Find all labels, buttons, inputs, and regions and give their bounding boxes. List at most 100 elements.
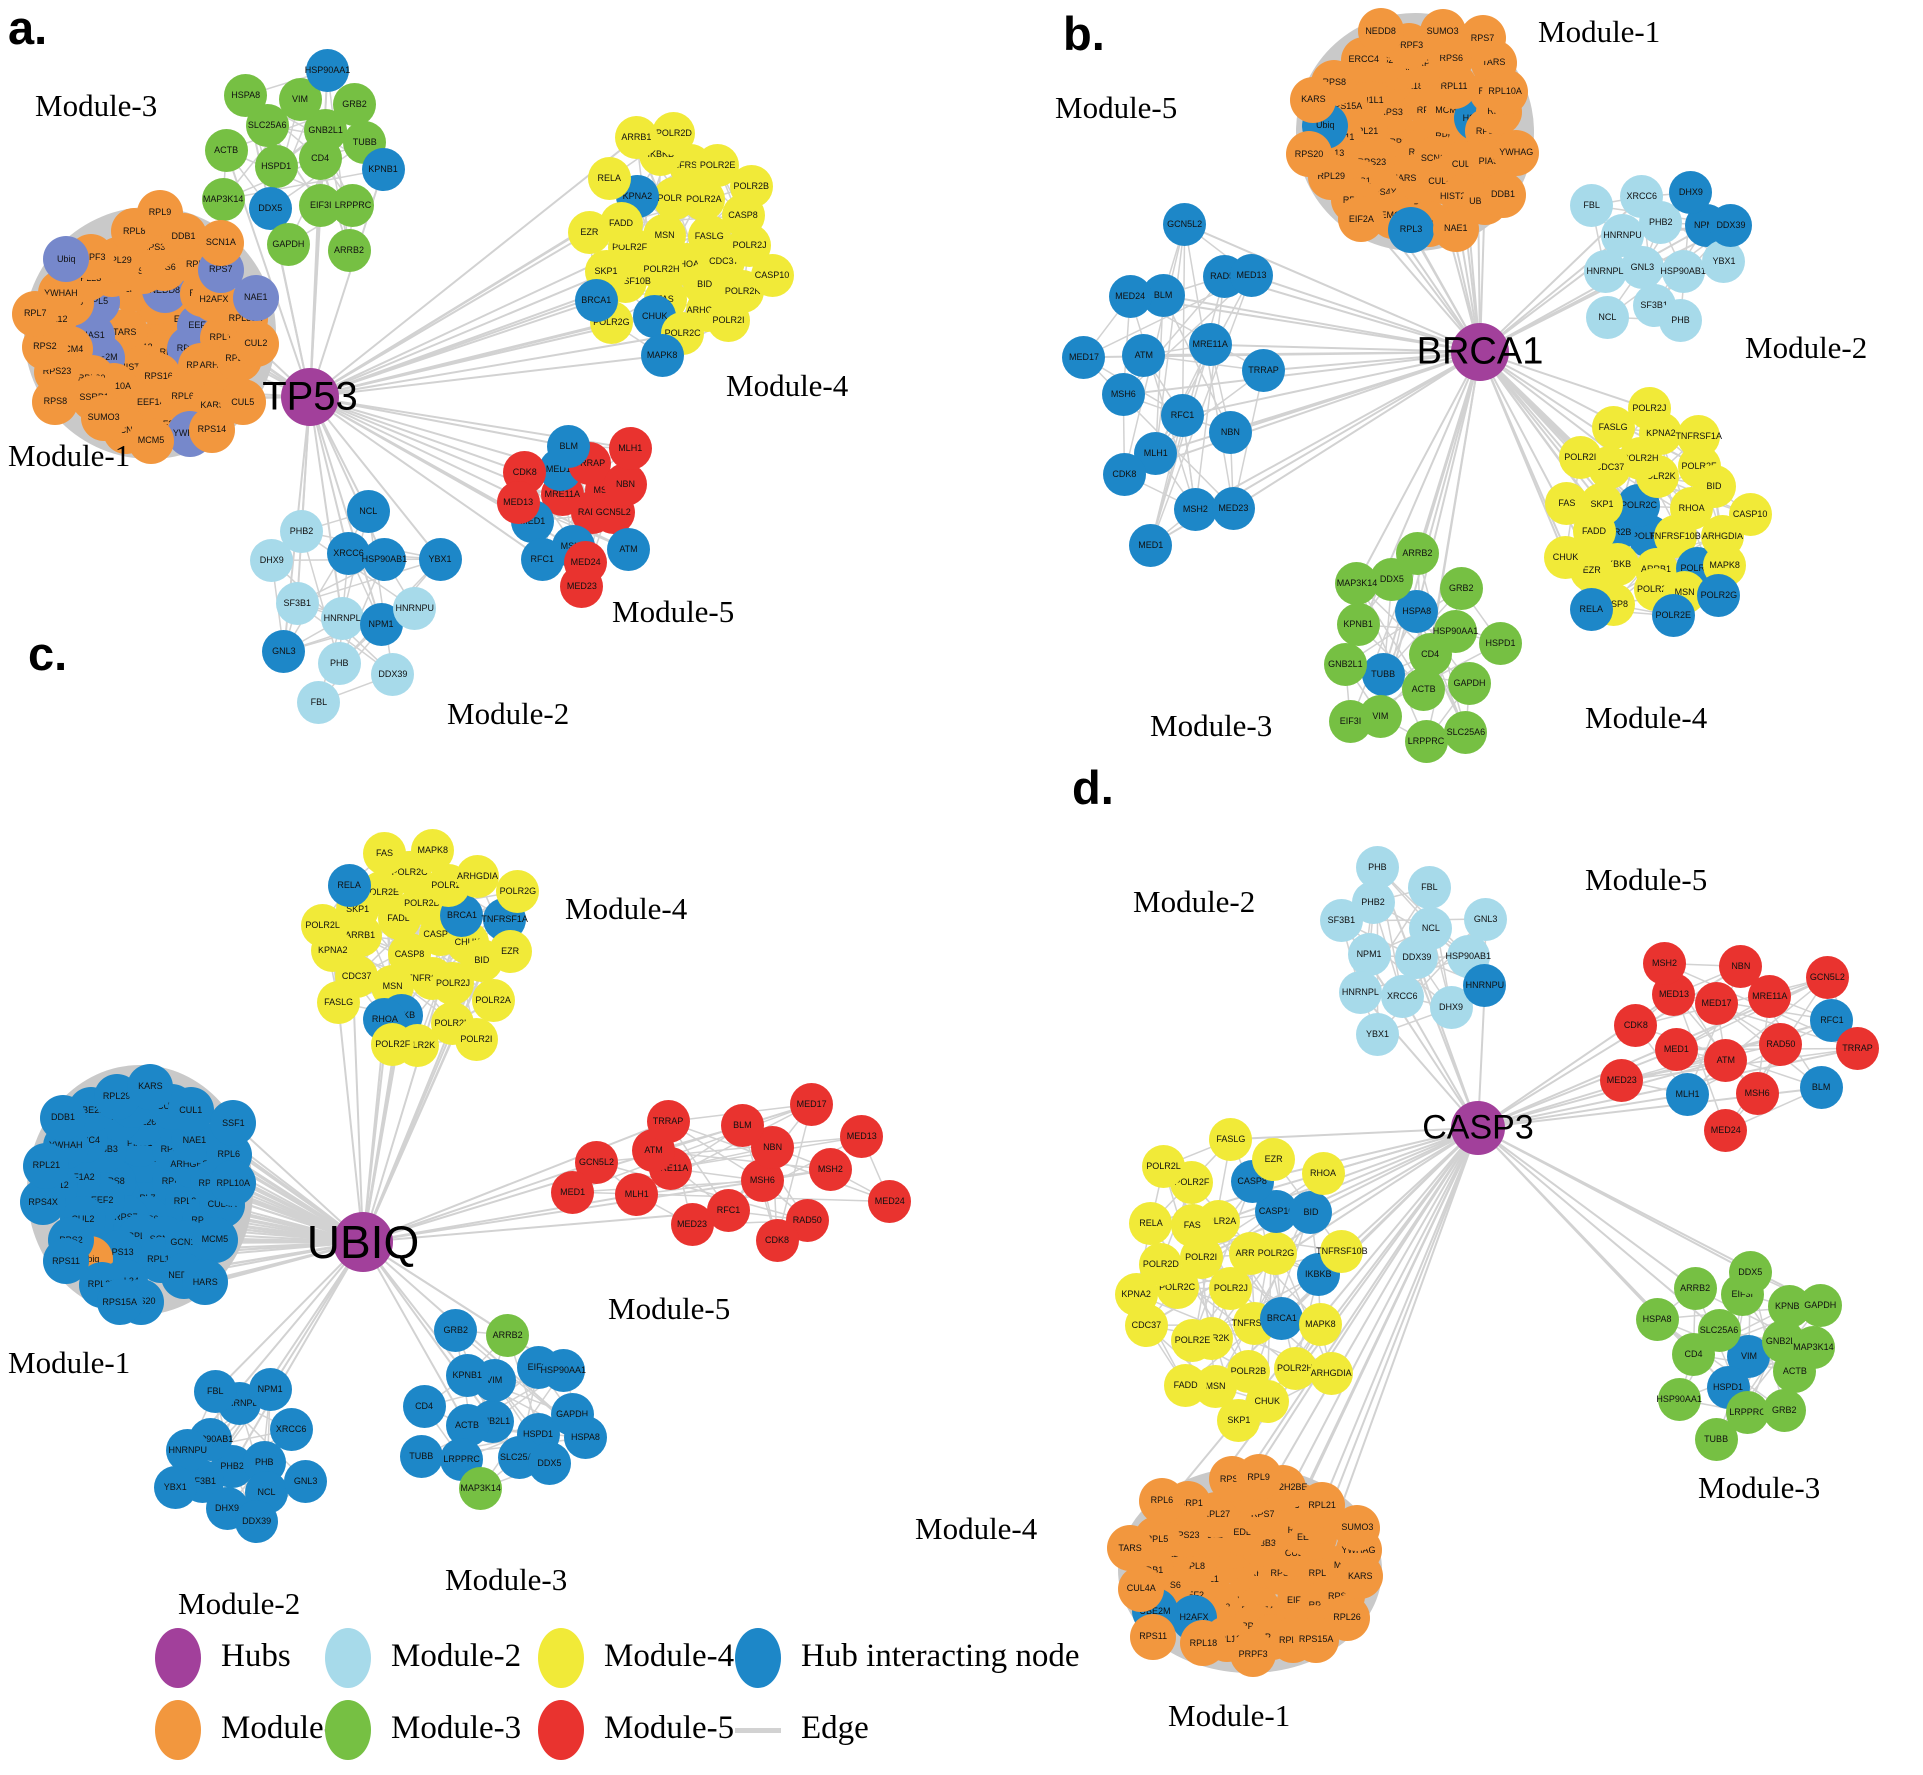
gene-node: GNL3 xyxy=(1464,897,1508,941)
gene-node: NBN xyxy=(1208,410,1252,454)
gene-node: SF3B1 xyxy=(275,581,319,625)
gene-node: MED13 xyxy=(1230,254,1274,297)
gene-node: DHX9 xyxy=(1669,171,1713,215)
gene-node: BLM xyxy=(547,424,591,468)
gene-node: FAS xyxy=(363,831,407,875)
gene-node: MED24 xyxy=(1108,274,1152,318)
gene-node: HSP90AB1 xyxy=(1660,249,1706,293)
gene-node: CUL2 xyxy=(232,320,279,367)
gene-node: MSH6 xyxy=(1101,373,1145,417)
gene-node: PHB xyxy=(1355,845,1399,889)
legend-label: Module-4 xyxy=(604,1638,735,1674)
gene-node: RPS15A xyxy=(96,1279,143,1326)
gene-node: LRPPRC xyxy=(1404,720,1448,764)
gene-node: SLC25A6 xyxy=(1444,710,1488,754)
gene-node: RAD50 xyxy=(1759,1022,1803,1066)
gene-node: LRPPRC xyxy=(440,1437,484,1481)
module-label: Module-1 xyxy=(8,438,131,473)
gene-node: TUBB xyxy=(1694,1417,1738,1461)
gene-node: SSF1 xyxy=(210,1100,257,1147)
gene-node: BID xyxy=(1692,464,1736,508)
hub-label: UBIQ xyxy=(306,1216,420,1268)
gene-node: FADD xyxy=(1164,1364,1208,1408)
gene-node: BRCA1 xyxy=(574,279,618,323)
gene-node: MED1 xyxy=(551,1170,595,1214)
legend-swatch-module-4 xyxy=(538,1628,584,1688)
gene-node: RPL10A xyxy=(210,1160,257,1207)
gene-node: FAS xyxy=(1170,1204,1214,1248)
gene-node: KPNA2 xyxy=(1114,1272,1158,1316)
gene-node: NEDD8 xyxy=(1357,8,1404,55)
gene-node: ATM xyxy=(1122,333,1166,377)
gene-node: CASP8 xyxy=(1230,1159,1274,1203)
gene-node: NAE1 xyxy=(1432,205,1479,252)
gene-node: BLM xyxy=(1799,1066,1843,1110)
gene-node: TUBB xyxy=(399,1435,443,1479)
gene-node: POLR2B xyxy=(729,164,773,208)
gene-node: YBX1 xyxy=(418,537,462,581)
gene-node: SUMO3 xyxy=(1419,8,1466,55)
gene-node: SKP1 xyxy=(1217,1399,1261,1443)
gene-node: DDB1 xyxy=(1480,171,1526,218)
gene-node: EZR xyxy=(1252,1137,1296,1181)
gene-node: RELA xyxy=(587,156,631,200)
hub-node xyxy=(1451,1101,1505,1155)
gene-node: DDX39 xyxy=(1709,203,1753,247)
gene-node: DHX9 xyxy=(250,538,294,582)
gene-node: XRCC6 xyxy=(1620,175,1664,219)
gene-node: POLR2I xyxy=(1558,435,1602,479)
gene-node: HSPD1 xyxy=(1478,621,1522,665)
hub-node xyxy=(333,1212,393,1272)
gene-node: POLR2F xyxy=(371,1023,415,1067)
gene-node: GRB2 xyxy=(332,82,376,126)
gene-node: RPL10A xyxy=(1482,68,1529,115)
gene-node: DDX39 xyxy=(235,1499,279,1543)
gene-node: EZR xyxy=(567,210,611,254)
gene-node: NPM1 xyxy=(248,1368,292,1412)
gene-node: ATM xyxy=(1704,1038,1748,1082)
gene-node: FAS xyxy=(1545,482,1589,526)
gene-node: HNRNPL xyxy=(1583,249,1627,293)
gene-node: ARHGDIA xyxy=(1309,1352,1353,1396)
gene-node: KARS xyxy=(1290,76,1337,123)
gene-node: HNRNPU xyxy=(1463,963,1507,1007)
legend-swatch-hub-interacting-node xyxy=(735,1628,781,1688)
gene-node: SCN1A xyxy=(197,219,244,266)
gene-node: NCL xyxy=(346,489,390,533)
module-label: Module-4 xyxy=(726,368,849,403)
hub-label: CASP3 xyxy=(1422,1108,1534,1147)
gene-node: POLR2G xyxy=(1254,1231,1298,1275)
gene-node: RELA xyxy=(327,863,371,907)
gene-node: RPL18 xyxy=(1180,1620,1227,1666)
gene-node: HSP90AA1 xyxy=(305,48,350,92)
gene-node: GCN5L2 xyxy=(1805,956,1849,1000)
gene-node: MED13 xyxy=(840,1115,884,1159)
module-label: Module-5 xyxy=(1585,862,1708,897)
gene-node: KPNB1 xyxy=(361,148,405,191)
gene-node: MED23 xyxy=(670,1203,714,1247)
hub-label: TP53 xyxy=(262,374,358,419)
gene-node: BRCA1 xyxy=(1260,1297,1304,1341)
gene-node: RPS14 xyxy=(188,406,235,453)
gene-node: BID xyxy=(1289,1191,1333,1235)
gene-node: KARS xyxy=(1337,1553,1384,1600)
gene-node: CDK8 xyxy=(1102,452,1146,496)
gene-node: TRRAP xyxy=(646,1100,690,1144)
module-label: Module-2 xyxy=(447,696,570,731)
panel-letter-b: b. xyxy=(1063,7,1105,60)
gene-node: POLR2G xyxy=(496,869,540,913)
gene-node: EIF3I xyxy=(1329,700,1372,744)
legend-label: Hub interacting node xyxy=(801,1638,1080,1674)
gene-node: GNL3 xyxy=(262,630,306,674)
gene-node: FBL xyxy=(297,680,341,724)
gene-node: ARRB1 xyxy=(614,115,658,159)
gene-node: ARRB2 xyxy=(327,229,371,273)
hub-label: BRCA1 xyxy=(1416,330,1544,373)
gene-node: ACTB xyxy=(204,128,248,172)
gene-node: RPL6 xyxy=(1138,1477,1185,1524)
gene-node: FBL xyxy=(1570,183,1614,227)
gene-node: MAPK8 xyxy=(411,828,455,872)
legend-label: Hubs xyxy=(221,1638,291,1674)
gene-node: TNFRSF10B xyxy=(1316,1229,1368,1273)
